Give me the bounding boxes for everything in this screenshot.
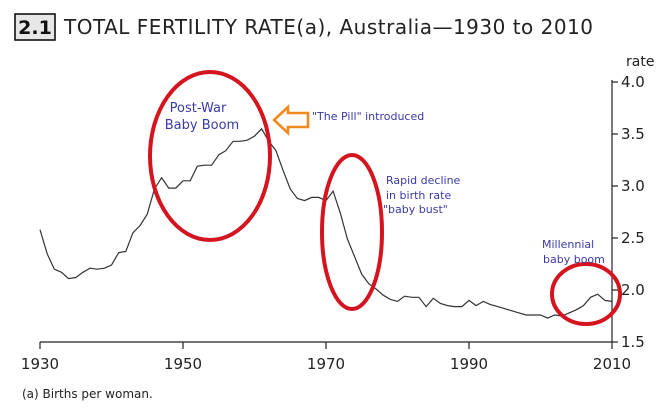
x-tick-label: 1930 [21, 355, 59, 373]
y-tick-label: 2.0 [621, 281, 645, 299]
figure-badge: 2.1 [18, 17, 52, 39]
postwar-boom-ellipse [148, 70, 272, 242]
y-tick-label: 1.5 [621, 333, 645, 351]
y-ticks: 1.5 2.0 2.5 3.0 3.5 4.0 [612, 73, 645, 351]
figure-header: 2.1 TOTAL FERTILITY RATE(a), Australia—1… [14, 13, 594, 41]
millennial-label-line-1: Millennial [542, 238, 594, 251]
postwar-label-line-2: Baby Boom [165, 118, 239, 133]
pill-arrow-icon [272, 104, 310, 136]
y-tick-label: 4.0 [621, 73, 645, 91]
x-tick-label: 1990 [450, 355, 488, 373]
x-ticks: 1930 1950 1970 1990 2010 [21, 342, 631, 373]
figure-badge-box [14, 13, 56, 41]
y-tick-label: 3.0 [621, 177, 645, 195]
footnote: (a) Births per woman. [22, 387, 153, 401]
x-tick-label: 1970 [307, 355, 345, 373]
x-tick-label: 1950 [164, 355, 202, 373]
baby-bust-ellipse [320, 153, 384, 311]
decline-label-line-2: in birth rate [386, 189, 451, 202]
fertility-rate-line [39, 127, 613, 319]
annotations: Post-War Baby Boom "The Pill" introduced… [165, 101, 605, 266]
millennial-label-line-2: baby boom [543, 253, 605, 266]
decline-label-line-3: "baby bust" [383, 203, 448, 216]
y-axis: rate [611, 54, 654, 342]
chart-title: TOTAL FERTILITY RATE(a), Australia—1930 … [63, 15, 594, 39]
decline-label-line-1: Rapid decline [386, 174, 461, 187]
postwar-label-line-1: Post-War [170, 101, 227, 116]
pill-label: "The Pill" introduced [312, 110, 424, 123]
y-tick-label: 3.5 [621, 125, 645, 143]
millennial-boom-ellipse [550, 262, 622, 326]
y-axis-label: rate [626, 54, 654, 70]
highlight-ellipses [148, 70, 622, 326]
x-tick-label: 2010 [593, 355, 631, 373]
y-tick-label: 2.5 [621, 229, 645, 247]
